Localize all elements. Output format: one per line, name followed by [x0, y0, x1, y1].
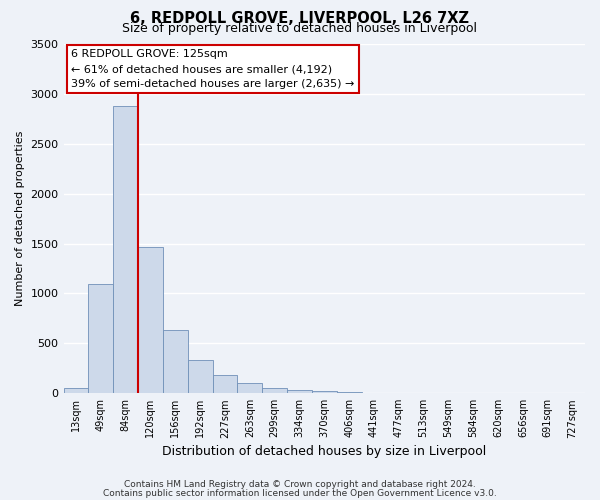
Text: Contains public sector information licensed under the Open Government Licence v3: Contains public sector information licen… [103, 488, 497, 498]
Bar [238, 383, 262, 393]
Bar [337, 392, 362, 393]
X-axis label: Distribution of detached houses by size in Liverpool: Distribution of detached houses by size … [162, 444, 487, 458]
Bar [262, 388, 287, 393]
Bar [212, 374, 238, 393]
Bar [88, 284, 113, 393]
Bar [188, 360, 212, 393]
Text: Size of property relative to detached houses in Liverpool: Size of property relative to detached ho… [122, 22, 478, 35]
Bar [312, 392, 337, 393]
Text: 6 REDPOLL GROVE: 125sqm
← 61% of detached houses are smaller (4,192)
39% of semi: 6 REDPOLL GROVE: 125sqm ← 61% of detache… [71, 49, 355, 89]
Text: 6, REDPOLL GROVE, LIVERPOOL, L26 7XZ: 6, REDPOLL GROVE, LIVERPOOL, L26 7XZ [131, 11, 470, 26]
Bar [287, 390, 312, 393]
Bar [163, 330, 188, 393]
Bar [64, 388, 88, 393]
Text: Contains HM Land Registry data © Crown copyright and database right 2024.: Contains HM Land Registry data © Crown c… [124, 480, 476, 489]
Bar [138, 246, 163, 393]
Bar [113, 106, 138, 393]
Y-axis label: Number of detached properties: Number of detached properties [15, 131, 25, 306]
